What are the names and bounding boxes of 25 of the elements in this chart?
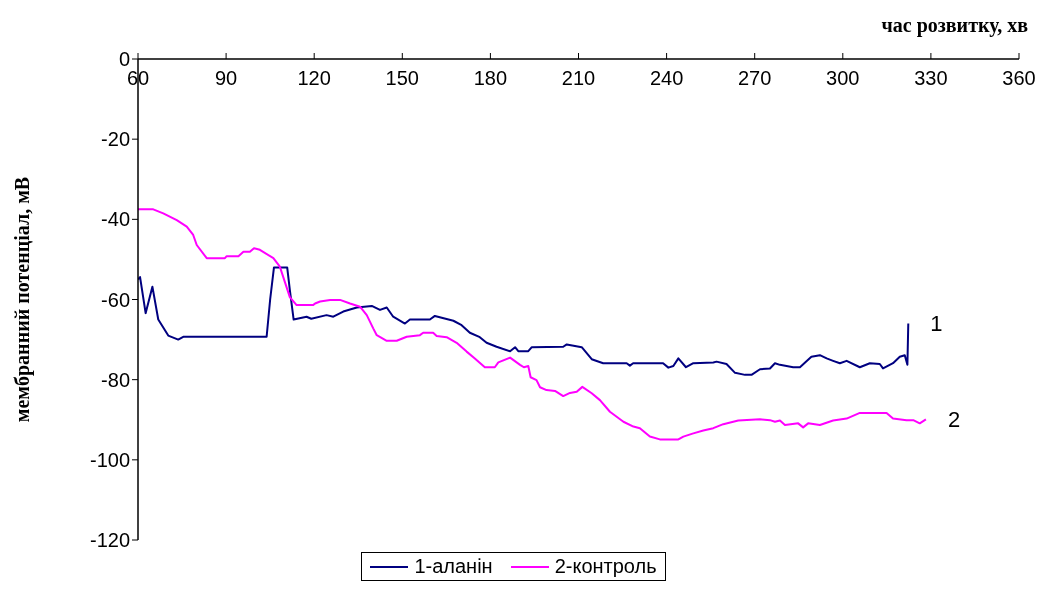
- x-tick-label: 90: [214, 67, 238, 89]
- x-tick-label: 210: [561, 67, 596, 89]
- x-tick-label: 360: [1002, 67, 1036, 89]
- x-tick-label: 300: [826, 67, 860, 89]
- x-axis-title: час розвитку, хв: [881, 14, 1028, 37]
- y-tick-label: -100: [89, 448, 130, 471]
- x-tick-label: 150: [385, 67, 419, 89]
- line-series: [138, 266, 910, 376]
- y-axis-title: мембранний потенціал, мВ: [11, 176, 35, 423]
- x-tick-label: 120: [297, 67, 331, 89]
- annotation: 2: [947, 407, 961, 433]
- x-tick-label: 270: [738, 67, 772, 89]
- x-tick-label: 330: [914, 67, 948, 89]
- y-tick-label: -80: [101, 368, 130, 391]
- y-tick-label: 0: [118, 48, 130, 71]
- x-tick-label: 180: [473, 67, 508, 89]
- y-tick-label: -120: [89, 529, 130, 552]
- line-series: [138, 208, 927, 441]
- y-tick-label: -40: [101, 208, 130, 231]
- annotation: 1: [930, 311, 943, 337]
- x-tick-label: 240: [649, 67, 684, 89]
- y-tick-label: -60: [101, 288, 130, 311]
- y-tick-label: -20: [101, 128, 130, 151]
- legend-label: 1-аланін: [413, 555, 493, 578]
- legend-label: 2-контроль: [553, 555, 657, 578]
